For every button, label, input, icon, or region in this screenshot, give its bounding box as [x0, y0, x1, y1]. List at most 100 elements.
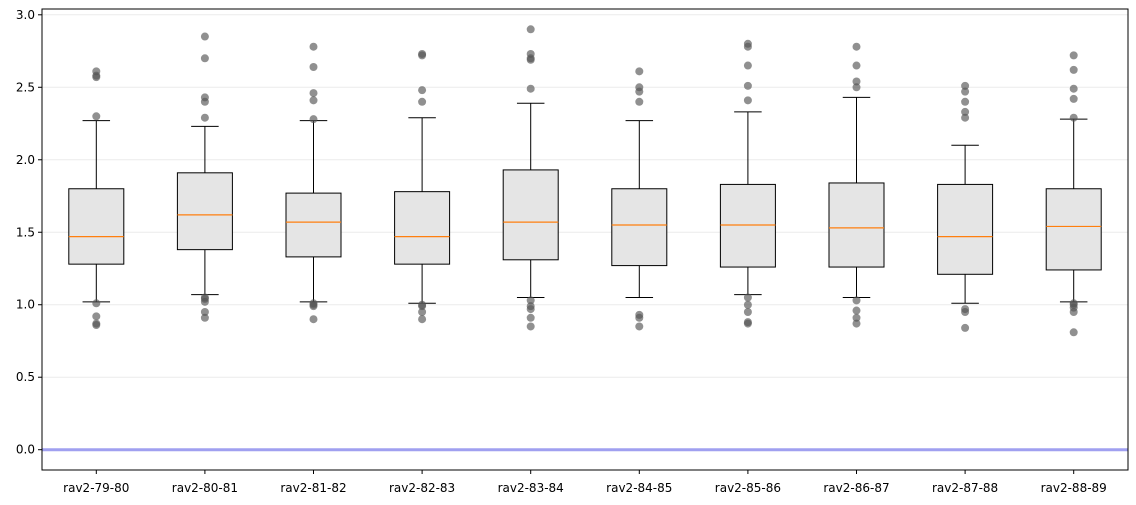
box [611, 188, 668, 267]
outlier-point [418, 97, 427, 106]
box [937, 183, 994, 275]
outlier-point [92, 299, 101, 308]
box-group [176, 125, 233, 296]
outlier-point [852, 313, 861, 322]
outlier-point [309, 302, 318, 311]
outlier-point [961, 113, 970, 122]
box-group [285, 120, 342, 303]
boxes-layer [68, 96, 1102, 304]
box-group [68, 120, 125, 303]
outlier-point [635, 97, 644, 106]
outlier-point [418, 51, 427, 60]
outlier-point [961, 307, 970, 316]
outlier-point [852, 77, 861, 86]
outlier-point [92, 321, 101, 330]
x-tick-label: rav2-87-88 [932, 481, 998, 495]
outlier-point [309, 115, 318, 124]
y-tick-label: 2.5 [16, 80, 35, 94]
outlier-point [1069, 84, 1078, 93]
x-tick-label: rav2-82-83 [389, 481, 455, 495]
x-tick-label: rav2-80-81 [172, 481, 238, 495]
outlier-point [743, 307, 752, 316]
outlier-point [1069, 65, 1078, 74]
outlier-point [961, 323, 970, 332]
outlier-point [526, 313, 535, 322]
outlier-point [852, 61, 861, 70]
box-group [937, 144, 994, 304]
outlier-point [852, 42, 861, 51]
y-tick-label: 1.5 [16, 225, 35, 239]
plot-frame [41, 8, 1129, 471]
outlier-point [743, 319, 752, 328]
box-group [828, 96, 885, 298]
box-group [502, 102, 559, 298]
outlier-point [309, 315, 318, 324]
outlier-point [852, 83, 861, 92]
x-tick-label: rav2-84-85 [606, 481, 672, 495]
outlier-point [526, 84, 535, 93]
outlier-point [852, 319, 861, 328]
outlier-point [635, 322, 644, 331]
axes-layer: 0.0 0.5 1.0 1.5 2.0 2.5 3.0 rav2-79-80 rav2-80-8… [16, 8, 1129, 495]
x-tick-label: rav2-86-87 [823, 481, 889, 495]
outlier-point [961, 87, 970, 96]
outliers-layer [92, 25, 1078, 337]
outlier-point [635, 313, 644, 322]
outlier-point [1069, 51, 1078, 60]
box-group [611, 120, 668, 298]
outlier-point [852, 306, 861, 315]
outlier-point [200, 113, 209, 122]
outlier-point [743, 300, 752, 309]
outlier-point [743, 61, 752, 70]
x-tick-label: rav2-83-84 [498, 481, 564, 495]
x-tick-label: rav2-85-86 [715, 481, 781, 495]
outlier-point [526, 322, 535, 331]
outlier-point [743, 81, 752, 90]
outlier-point [1069, 307, 1078, 316]
box-group [394, 117, 451, 304]
outlier-point [1069, 94, 1078, 103]
y-tick-label: 1.0 [16, 298, 35, 312]
outlier-point [743, 96, 752, 105]
outlier-point [200, 54, 209, 63]
outlier-point [635, 87, 644, 96]
outlier-point [418, 307, 427, 316]
outlier-point [200, 97, 209, 106]
box-group [1045, 118, 1102, 303]
outlier-point [961, 107, 970, 116]
x-tick-label: rav2-88-89 [1041, 481, 1107, 495]
box-group [719, 111, 776, 296]
outlier-point [852, 296, 861, 305]
outlier-point [309, 89, 318, 98]
outlier-point [526, 305, 535, 314]
outlier-point [200, 307, 209, 316]
outlier-point [743, 293, 752, 302]
box [68, 188, 125, 265]
x-tick-label: rav2-81-82 [280, 481, 346, 495]
y-tick-label: 0.0 [16, 443, 35, 457]
outlier-point [200, 297, 209, 306]
box [176, 172, 233, 251]
outlier-point [309, 96, 318, 105]
x-tick-label: rav2-79-80 [63, 481, 129, 495]
outlier-point [92, 112, 101, 121]
outlier-point [418, 86, 427, 95]
outlier-point [418, 302, 427, 311]
outlier-point [92, 73, 101, 82]
outlier-point [1069, 328, 1078, 337]
outlier-point [526, 55, 535, 64]
outlier-point [92, 312, 101, 321]
y-tick-label: 2.0 [16, 153, 35, 167]
outlier-point [200, 313, 209, 322]
outlier-point [743, 42, 752, 51]
outlier-point [309, 42, 318, 51]
y-tick-label: 0.5 [16, 370, 35, 384]
outlier-point [526, 296, 535, 305]
outlier-point [635, 67, 644, 76]
box [502, 169, 559, 261]
outlier-point [961, 97, 970, 106]
outlier-point [200, 32, 209, 41]
box [719, 183, 776, 268]
outlier-point [309, 62, 318, 71]
